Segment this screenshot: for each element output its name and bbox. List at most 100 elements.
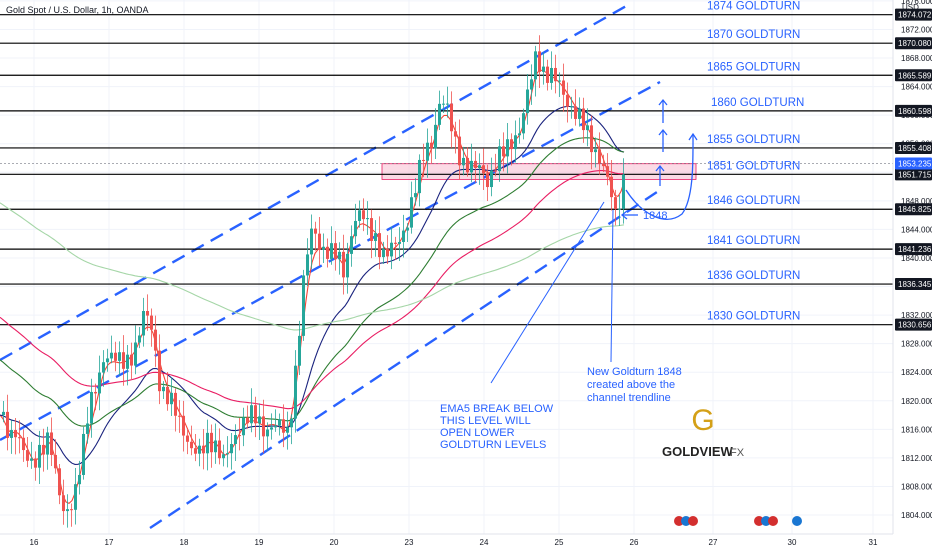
candle <box>134 325 137 375</box>
goldturn-level-label: 1870 GOLDTURN <box>707 29 800 41</box>
time-tick-label: 30 <box>788 538 797 547</box>
goldturn-level-label: 1855 GOLDTURN <box>707 134 800 146</box>
candle <box>130 342 133 380</box>
price-tags: 1874.072 1870.080 1865.589 1860.598 1855.408… <box>895 8 932 331</box>
price-tag-label: 1851.715 <box>898 170 932 179</box>
candle <box>562 63 565 112</box>
ema-line-slower <box>0 170 625 410</box>
price-tag-label: 1874.072 <box>898 11 932 20</box>
event-flag-icon[interactable] <box>754 516 764 526</box>
goldturn-level-label: 1874 GOLDTURN <box>707 1 800 13</box>
candle <box>602 154 605 173</box>
time-tick-label: 27 <box>709 538 718 547</box>
candle <box>74 467 77 525</box>
time-tick-label: 18 <box>180 538 189 547</box>
current-price-tag: 1853.235 <box>895 157 932 170</box>
candle <box>430 135 433 164</box>
candle <box>370 209 373 259</box>
price-tick-label: 1840.000 <box>901 254 932 263</box>
candle <box>58 463 61 505</box>
event-flag-icon[interactable] <box>674 516 684 526</box>
candle <box>518 117 521 144</box>
candle <box>590 115 593 170</box>
candle <box>330 226 333 265</box>
candle <box>26 436 29 468</box>
annotation-line: New Goldturn 1848 <box>587 366 682 378</box>
candle <box>246 405 249 429</box>
time-axis[interactable] <box>0 534 893 550</box>
candle <box>274 409 277 432</box>
event-flag-icon[interactable] <box>681 516 691 526</box>
left-arrow-icon <box>620 210 628 220</box>
ema5-pointer <box>490 201 605 384</box>
projection-curve <box>625 133 694 220</box>
candle <box>14 417 17 455</box>
candle <box>610 159 613 211</box>
price-tag: 1874.072 <box>895 8 932 21</box>
ema-line-slowest <box>0 202 625 331</box>
candle <box>194 434 197 462</box>
price-tick-label: 1812.000 <box>901 454 932 463</box>
candle <box>474 151 477 183</box>
candle <box>38 430 41 484</box>
price-tick-label: 1868.000 <box>901 54 932 63</box>
candle <box>546 59 549 91</box>
candle <box>190 425 193 456</box>
logo-mark-icon: G <box>691 404 714 437</box>
price-tag: 1851.715 <box>895 168 932 181</box>
candle <box>598 132 601 175</box>
price-axis[interactable] <box>893 0 932 534</box>
price-tag: 1870.080 <box>895 37 932 50</box>
candle <box>334 230 337 271</box>
goldturn-level-labels: 1874 GOLDTURN 1870 GOLDTURN 1865 GOLDTURN 1… <box>707 1 804 323</box>
time-tick-label: 31 <box>869 538 878 547</box>
current-price-tag-label: 1853.235 <box>898 159 932 168</box>
candle <box>394 236 397 261</box>
price-tag: 1860.598 <box>895 104 932 117</box>
new-goldturn-pointer <box>610 209 614 363</box>
ema-line-medium <box>0 105 625 465</box>
candle <box>154 315 157 367</box>
candle <box>402 214 405 258</box>
event-badges <box>674 516 802 526</box>
candle <box>554 54 557 94</box>
candle <box>434 108 437 160</box>
up-arrow-icon <box>658 128 668 152</box>
goldturn-level-label: 1851 GOLDTURN <box>707 160 800 172</box>
goldturn-level-label: 1841 GOLDTURN <box>707 235 800 247</box>
candle <box>442 95 445 114</box>
candle <box>314 221 317 251</box>
candle <box>10 420 13 454</box>
candle <box>374 220 377 257</box>
event-flag-icon[interactable] <box>688 516 698 526</box>
candle <box>150 308 153 347</box>
price-tick-label: 1848.000 <box>901 197 932 206</box>
event-flag-icon[interactable] <box>768 516 778 526</box>
price-tick-label: 1876.000 <box>901 0 932 6</box>
candle <box>350 225 353 267</box>
candle <box>122 335 125 386</box>
candle <box>398 227 401 261</box>
candle <box>470 143 473 183</box>
candles <box>2 35 625 528</box>
event-flag-icon[interactable] <box>792 516 802 526</box>
candle <box>542 52 545 85</box>
candle <box>482 148 485 191</box>
annotation-line: created above the <box>587 379 675 391</box>
candle <box>158 334 161 405</box>
channel-lines <box>0 3 661 530</box>
candle <box>102 350 105 387</box>
candle <box>198 438 201 467</box>
time-tick-label: 17 <box>105 538 114 547</box>
price-tick-label: 1820.000 <box>901 397 932 406</box>
candle <box>182 400 185 452</box>
candle <box>566 82 569 123</box>
candle <box>98 355 101 411</box>
candle <box>454 121 457 154</box>
event-flag-icon[interactable] <box>761 516 771 526</box>
candle <box>90 378 93 438</box>
candle <box>166 372 169 411</box>
candle <box>50 417 53 466</box>
chart-title: Gold Spot / U.S. Dollar, 1h, OANDA <box>6 5 149 15</box>
